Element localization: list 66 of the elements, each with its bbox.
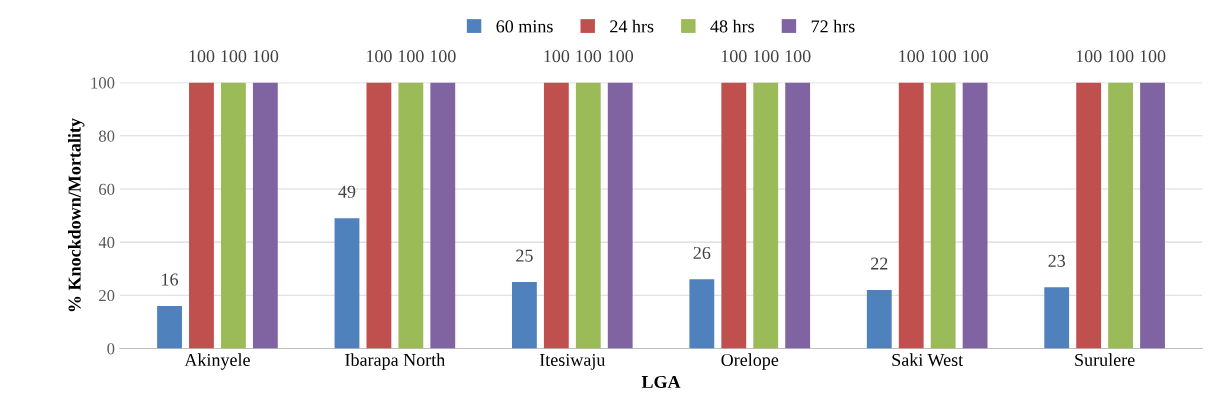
legend-label: 24 hrs [610,19,654,33]
x-tick-label: Orelope [721,353,779,370]
y-tick-label: 20 [99,290,115,302]
data-label: 100 [931,50,957,63]
data-label: 100 [1140,50,1166,63]
legend-label: 48 hrs [710,19,754,33]
bar [398,82,424,349]
data-label: 22 [871,257,888,270]
data-label: 16 [162,273,179,286]
data-label: 26 [693,246,711,260]
bar [430,82,456,349]
bar [189,82,214,349]
bar [689,279,715,349]
bar [334,218,360,349]
bar [252,82,278,349]
x-tick-label: Saki West [892,353,964,367]
data-label: 100 [785,50,811,63]
bar [785,82,811,349]
bar [575,82,601,349]
x-tick-label: Itesiwaju [539,353,606,370]
y-tick-label: 100 [91,77,115,89]
x-tick-label: Ibarapa North [345,353,446,370]
y-tick-label: 0 [107,343,115,355]
bar [753,82,779,349]
y-tick-label: 40 [98,236,115,249]
y-axis-title: % Knockdown/Mortality [68,118,85,312]
bar [366,82,392,349]
x-tick-label: Surulere [1075,353,1135,367]
data-label: 100 [398,50,424,63]
data-label: 49 [338,185,356,198]
x-tick-label: Akinyele [184,353,250,370]
y-tick-label: 80 [98,130,115,142]
bar [962,82,988,349]
data-label: 25 [516,249,533,262]
bar [157,305,182,349]
legend-label: 60 mins [496,20,553,33]
bar [1108,82,1134,349]
bar [1076,82,1102,349]
bar [1044,287,1070,349]
bar [898,82,924,349]
bar [543,82,569,349]
x-axis-title: LGA [641,375,681,389]
data-label: 100 [430,50,456,63]
bar [607,82,633,349]
y-tick-label: 60 [99,183,115,195]
data-label: 100 [721,50,747,63]
bar [220,82,246,349]
data-label: 100 [576,50,602,63]
data-label: 100 [366,50,392,63]
data-label: 100 [253,50,279,63]
legend-label: 72 hrs [811,19,855,33]
bar [1140,82,1165,349]
bar [721,82,747,349]
data-label: 100 [753,50,779,63]
data-label: 100 [544,50,570,63]
data-label: 100 [221,50,247,63]
data-label: 100 [189,50,215,63]
data-label: 100 [963,50,988,63]
data-label: 100 [1108,50,1134,63]
bar [930,82,956,349]
data-label: 100 [1076,50,1102,63]
data-label: 100 [899,50,925,63]
bar [511,282,537,349]
data-label: 100 [608,50,634,63]
data-label: 23 [1048,254,1066,267]
bar [866,289,892,349]
